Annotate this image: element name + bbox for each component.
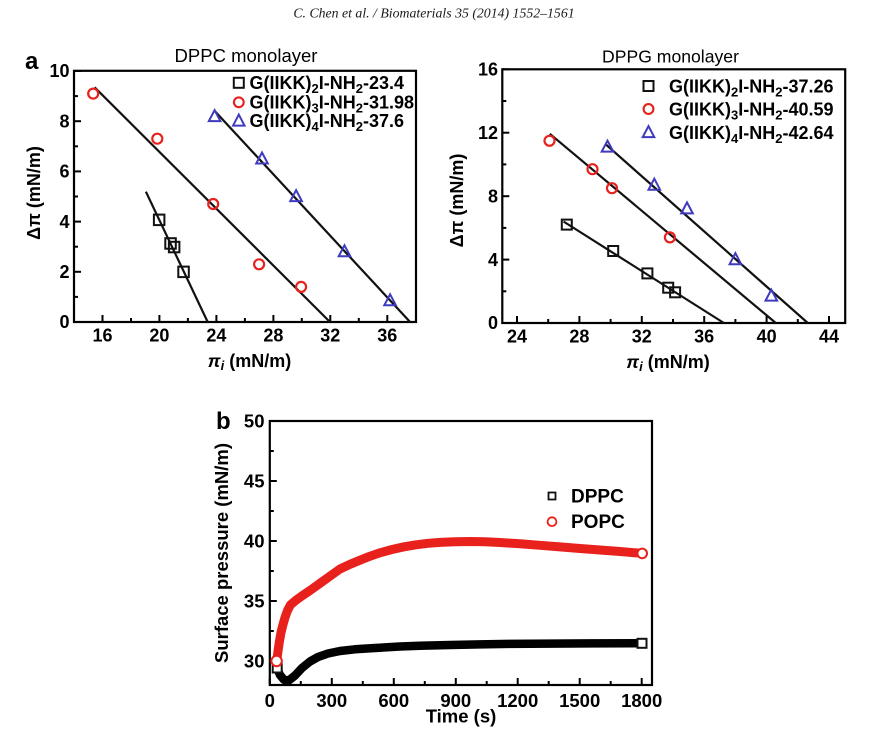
svg-text:16: 16 bbox=[478, 60, 498, 80]
svg-text:0: 0 bbox=[488, 313, 498, 333]
svg-text:πi (mN/m): πi (mN/m) bbox=[208, 351, 291, 373]
svg-text:1500: 1500 bbox=[559, 690, 600, 711]
svg-text:a: a bbox=[25, 48, 39, 75]
svg-text:24: 24 bbox=[507, 327, 527, 347]
svg-text:30: 30 bbox=[244, 650, 265, 671]
svg-text:45: 45 bbox=[244, 470, 265, 491]
svg-text:DPPG monolayer: DPPG monolayer bbox=[602, 46, 739, 66]
svg-text:b: b bbox=[216, 408, 231, 435]
svg-text:1200: 1200 bbox=[497, 690, 538, 711]
svg-text:G(IIKK)4I-NH2-42.64: G(IIKK)4I-NH2-42.64 bbox=[669, 123, 834, 146]
svg-text:8: 8 bbox=[488, 186, 498, 206]
svg-text:600: 600 bbox=[378, 690, 409, 711]
svg-text:G(IIKK)3I-NH2-40.59: G(IIKK)3I-NH2-40.59 bbox=[669, 99, 834, 122]
svg-text:40: 40 bbox=[244, 530, 265, 551]
svg-text:DPPC: DPPC bbox=[571, 486, 624, 507]
svg-text:4: 4 bbox=[488, 250, 498, 270]
svg-text:2: 2 bbox=[59, 262, 69, 282]
svg-text:35: 35 bbox=[244, 590, 265, 611]
svg-text:12: 12 bbox=[478, 123, 498, 143]
svg-text:G(IIKK)2I-NH2-37.26: G(IIKK)2I-NH2-37.26 bbox=[669, 76, 834, 99]
svg-text:10: 10 bbox=[49, 61, 69, 81]
svg-text:32: 32 bbox=[320, 326, 340, 346]
svg-text:DPPC monolayer: DPPC monolayer bbox=[175, 45, 318, 66]
svg-text:Surface pressure (mN/m): Surface pressure (mN/m) bbox=[211, 443, 232, 663]
svg-text:20: 20 bbox=[149, 326, 169, 346]
svg-text:0: 0 bbox=[59, 312, 69, 332]
svg-text:G(IIKK)2I-NH2-23.4: G(IIKK)2I-NH2-23.4 bbox=[250, 73, 405, 96]
svg-text:6: 6 bbox=[59, 162, 69, 182]
svg-text:28: 28 bbox=[263, 326, 283, 346]
svg-text:Δπ (mN/m): Δπ (mN/m) bbox=[447, 154, 467, 248]
svg-text:G(IIKK)4I-NH2-37.6: G(IIKK)4I-NH2-37.6 bbox=[250, 111, 405, 134]
svg-text:36: 36 bbox=[377, 326, 397, 346]
svg-text:16: 16 bbox=[92, 326, 112, 346]
svg-text:1800: 1800 bbox=[621, 690, 662, 711]
svg-text:Δπ (mN/m): Δπ (mN/m) bbox=[24, 146, 44, 240]
svg-text:πi (mN/m): πi (mN/m) bbox=[626, 352, 709, 374]
svg-text:32: 32 bbox=[632, 327, 652, 347]
svg-text:40: 40 bbox=[757, 327, 777, 347]
svg-text:8: 8 bbox=[59, 111, 69, 131]
svg-text:C. Chen et al. / Biomaterials: C. Chen et al. / Biomaterials 35 (2014) … bbox=[293, 6, 574, 22]
svg-text:0: 0 bbox=[265, 690, 275, 711]
svg-text:28: 28 bbox=[569, 327, 589, 347]
svg-text:44: 44 bbox=[819, 327, 839, 347]
svg-text:36: 36 bbox=[694, 327, 714, 347]
svg-text:Time (s): Time (s) bbox=[426, 706, 497, 727]
svg-text:G(IIKK)3I-NH2-31.98: G(IIKK)3I-NH2-31.98 bbox=[250, 92, 415, 115]
svg-text:300: 300 bbox=[316, 690, 347, 711]
svg-text:24: 24 bbox=[206, 326, 226, 346]
svg-text:POPC: POPC bbox=[571, 512, 625, 533]
svg-text:50: 50 bbox=[244, 410, 265, 431]
svg-text:4: 4 bbox=[59, 212, 69, 232]
svg-text:900: 900 bbox=[440, 690, 471, 711]
